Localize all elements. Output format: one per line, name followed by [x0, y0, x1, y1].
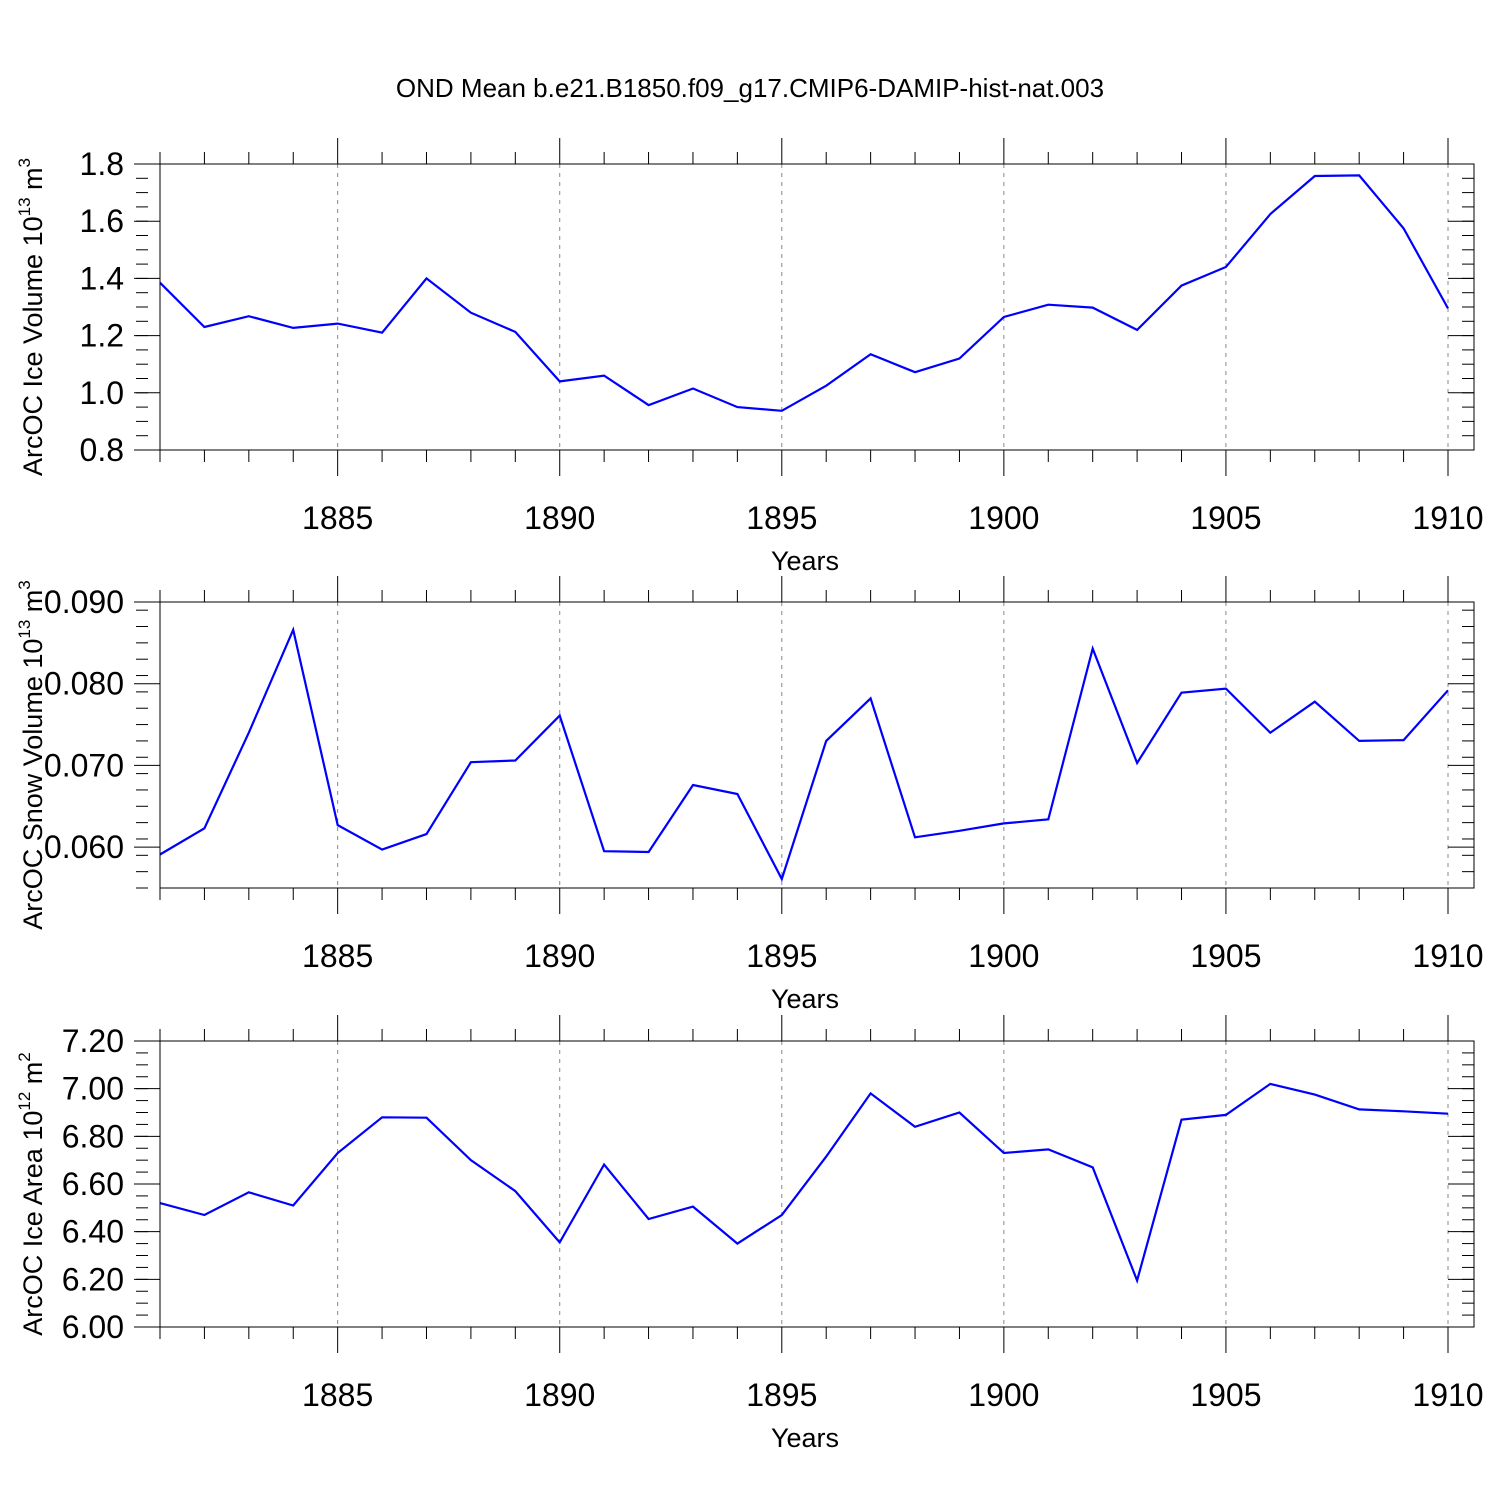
y-axis-label-exponent: 12 — [15, 1092, 34, 1111]
data-line — [159, 626, 1449, 882]
x-tick-label: 1910 — [1412, 500, 1483, 536]
y-tick-label: 7.00 — [62, 1071, 124, 1107]
y-axis-label-text: ArcOC Ice Area 10 — [18, 1111, 48, 1336]
x-tick-label: 1895 — [746, 1377, 817, 1413]
y-tick-label: 6.20 — [62, 1261, 124, 1297]
y-tick-label: 0.090 — [44, 584, 124, 620]
y-axis-label: ArcOC Ice Area 1012 m2 — [15, 1052, 48, 1336]
panel-1: 0.8 1.0 1.2 1.4 1.6 1.8 1885 1890 1895 1900 1905 19… — [15, 138, 1484, 576]
y-tick-label: 1.6 — [80, 203, 124, 239]
x-tick-label: 1890 — [524, 1377, 595, 1413]
y-tick-label: 6.40 — [62, 1214, 124, 1250]
x-axis-label: Years — [771, 546, 839, 576]
y-tick-label: 0.070 — [44, 747, 124, 783]
y-axis-label-text: ArcOC Snow Volume 10 — [18, 639, 48, 930]
x-axis-label: Years — [771, 1423, 839, 1453]
plot-frame — [159, 601, 1475, 889]
y-tick-label: 7.20 — [62, 1023, 124, 1059]
y-tick-label: 6.60 — [62, 1166, 124, 1202]
x-tick-label: 1905 — [1190, 938, 1261, 974]
plot-frame — [159, 163, 1475, 451]
x-tick-label: 1910 — [1412, 1377, 1483, 1413]
x-tick-label: 1910 — [1412, 938, 1483, 974]
y-axis-label-exponent: 13 — [15, 620, 34, 639]
x-tick-label: 1885 — [302, 938, 373, 974]
data-line — [159, 174, 1449, 412]
y-tick-label: 0.080 — [44, 666, 124, 702]
y-tick-label: 0.060 — [44, 829, 124, 865]
y-axis-label-unit-exponent: 2 — [15, 1052, 34, 1061]
panel-3: 6.00 6.20 6.40 6.60 6.80 7.00 7.20 1885 1890 1895… — [15, 1015, 1484, 1453]
y-axis-label-unit: m — [18, 167, 48, 197]
chart-title: OND Mean b.e21.B1850.f09_g17.CMIP6-DAMIP… — [396, 73, 1104, 103]
x-tick-label: 1890 — [524, 500, 595, 536]
x-tick-label: 1900 — [968, 500, 1039, 536]
x-tick-label: 1900 — [968, 938, 1039, 974]
data-line — [159, 1082, 1449, 1284]
y-axis-label-unit: m — [18, 590, 48, 620]
y-tick-label: 6.80 — [62, 1118, 124, 1154]
y-axis-label-unit-exponent: 3 — [15, 580, 34, 589]
x-tick-label: 1885 — [302, 500, 373, 536]
y-axis-label: ArcOC Snow Volume 1013 m3 — [15, 580, 48, 930]
y-axis-label-text: ArcOC Ice Volume 10 — [18, 216, 48, 476]
panel-2: 0.060 0.070 0.080 0.090 1885 1890 1895 1900 1905… — [15, 576, 1484, 1014]
y-axis-label-exponent: 13 — [15, 197, 34, 216]
x-axis-label: Years — [771, 984, 839, 1014]
y-tick-label: 1.2 — [80, 318, 124, 354]
y-axis-label-unit: m — [18, 1062, 48, 1092]
x-tick-label: 1885 — [302, 1377, 373, 1413]
x-tick-label: 1890 — [524, 938, 595, 974]
y-tick-label: 6.00 — [62, 1309, 124, 1345]
y-tick-label: 1.0 — [80, 375, 124, 411]
plot-frame — [159, 1040, 1475, 1328]
x-tick-label: 1900 — [968, 1377, 1039, 1413]
x-tick-label: 1895 — [746, 500, 817, 536]
x-tick-label: 1905 — [1190, 500, 1261, 536]
x-tick-label: 1905 — [1190, 1377, 1261, 1413]
y-tick-label: 0.8 — [80, 432, 124, 468]
y-tick-label: 1.8 — [80, 146, 124, 182]
y-axis-label-unit-exponent: 3 — [15, 158, 34, 167]
y-axis-label: ArcOC Ice Volume 1013 m3 — [15, 158, 48, 476]
x-tick-label: 1895 — [746, 938, 817, 974]
y-tick-label: 1.4 — [80, 260, 124, 296]
